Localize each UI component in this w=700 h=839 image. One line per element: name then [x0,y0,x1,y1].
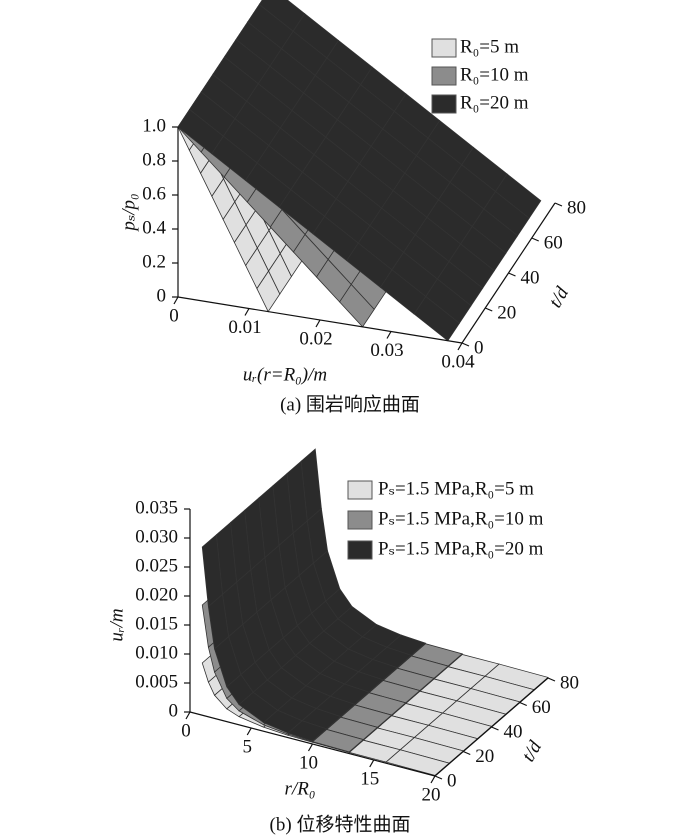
x-tick-label: 0 [181,720,191,741]
x-tick-label: 0.02 [299,328,332,349]
t-tick [554,202,563,207]
t-axis-label: t/d [545,283,573,311]
z-tick-label: 0.030 [135,526,178,547]
x-tick-label: 0.03 [370,340,403,361]
x-tick [457,342,463,351]
z-tick-label: 1.0 [142,115,166,136]
surface-cell [177,108,224,155]
t-tick [508,272,516,277]
x-tick [307,743,314,752]
panel-b: 0 0.005 0.010 0.015 0.020 0.025 0.030 0.035 0 5 10… [106,448,579,805]
z-tick-label: 0.010 [135,642,178,663]
legend-swatch [431,66,457,86]
legend-label: R₀=5 m [460,36,519,57]
x-tick-label: 0 [169,305,179,326]
x-tick [369,759,375,768]
t-tick [434,775,443,780]
legend-swatch [347,510,373,530]
legend-label: Pₛ=1.5 MPa,R₀=10 m [378,508,544,529]
t-tick-label: 0 [447,770,457,791]
x-axis-label: r/R₀ [285,778,316,799]
z-axis-label: uᵣ/m [106,608,127,641]
x-tick [386,331,392,339]
t-tick-label: 40 [521,267,540,288]
t-tick-label: 60 [544,232,563,253]
caption: (a) 围岩响应曲面 [280,393,420,415]
t-tick-label: 60 [532,697,551,718]
t-tick [463,750,471,756]
x-axis-label: uᵣ(r=R₀)/m [243,364,327,385]
z-tick-label: 0.025 [135,555,178,576]
z-tick-label: 0.4 [142,217,166,238]
t-tick-label: 80 [560,672,579,693]
z-tick-label: 0.035 [135,497,178,518]
z-tick-label: 0.8 [142,149,166,170]
legend-swatch [347,540,373,560]
t-tick [491,726,499,731]
z-tick-label: 0.2 [142,251,166,272]
t-tick-label: 0 [474,337,484,358]
legend-label: Pₛ=1.5 MPa,R₀=20 m [378,538,544,559]
x-tick [430,775,436,784]
x-tick-label: 0.01 [228,317,261,338]
x-tick-label: 15 [360,768,379,789]
legend-label: R₀=20 m [460,92,529,113]
x-tick-label: 10 [299,752,318,773]
legend-label: R₀=10 m [460,64,529,85]
t-tick-label: 40 [504,721,523,742]
t-tick [547,677,556,682]
t-tick [461,342,470,347]
x-tick-label: 20 [422,784,441,805]
t-tick-label: 80 [567,197,586,218]
legend-swatch [431,94,457,114]
t-tick-label: 20 [497,302,516,323]
x-tick [315,319,321,328]
t-tick-label: 20 [475,746,494,767]
x-tick [185,711,191,720]
x-tick-label: 5 [243,736,253,757]
z-tick-label: 0 [157,285,167,306]
surface-cell [201,533,223,608]
t-tick [485,307,493,312]
z-tick-label: 0.020 [135,584,178,605]
x-tick [244,308,250,316]
legend-label: Pₛ=1.5 MPa,R₀=5 m [378,478,534,499]
z-tick-label: 0 [169,700,179,721]
caption: (b) 位移特性曲面 [270,813,411,835]
z-axis-label: pₛ/p₀ [118,193,139,232]
z-tick-label: 0.005 [135,671,178,692]
panel-a: 00.20.40.60.81.000.010.020.030.040204060… [118,0,586,385]
x-tick [173,296,179,305]
t-tick [531,237,539,242]
legend-swatch [347,480,373,500]
x-tick-label: 0.04 [441,351,475,372]
x-tick [246,727,252,736]
z-tick-label: 0.6 [142,183,166,204]
z-tick-label: 0.015 [135,613,178,634]
legend-swatch [431,38,457,58]
t-tick [519,701,527,707]
